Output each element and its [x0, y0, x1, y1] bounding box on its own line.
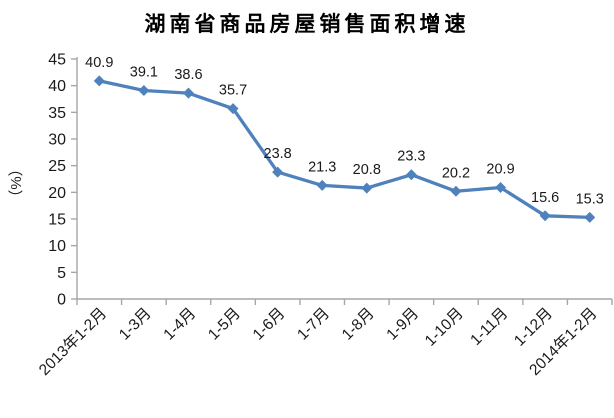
x-tick-label: 1-3月	[116, 305, 155, 344]
x-tick-label: 2013年1-2月	[35, 304, 110, 379]
y-tick-label: 45	[48, 52, 66, 69]
data-point	[227, 103, 239, 115]
y-tick-label: 0	[57, 292, 66, 309]
data-label: 23.8	[264, 146, 292, 162]
data-point	[316, 179, 328, 191]
data-point	[182, 87, 194, 99]
data-label: 39.1	[130, 64, 158, 80]
series-line	[97, 79, 592, 220]
data-point	[138, 84, 150, 96]
x-tick-label: 1-5月	[205, 305, 244, 344]
x-tick-label: 1-7月	[294, 305, 333, 344]
data-label: 15.6	[531, 190, 559, 206]
data-point	[495, 182, 507, 194]
data-label: 20.2	[442, 165, 470, 181]
y-tick-label: 5	[57, 265, 66, 282]
y-tick-label: 30	[48, 132, 66, 149]
x-tick-label: 1-9月	[383, 305, 422, 344]
data-label: 20.9	[486, 162, 514, 178]
data-point	[405, 169, 417, 181]
y-tick-label: 10	[48, 238, 66, 255]
x-tick-label: 1-10月	[422, 305, 467, 350]
x-tick-label: 1-11月	[467, 305, 511, 349]
data-label: 20.8	[353, 162, 381, 178]
y-tick-label: 15	[48, 212, 66, 229]
data-point	[272, 166, 284, 178]
x-tick-label: 1-8月	[339, 305, 378, 344]
y-tick-label: 40	[48, 78, 66, 95]
data-point	[361, 182, 373, 194]
y-tick-label: 35	[48, 105, 66, 122]
data-label: 15.3	[576, 191, 604, 207]
data-point	[93, 75, 105, 87]
data-label: 23.3	[397, 149, 425, 165]
data-point	[450, 185, 462, 197]
data-point	[539, 210, 551, 222]
data-label: 40.9	[85, 55, 113, 71]
y-tick-label: 25	[48, 158, 66, 175]
y-tick-label: 20	[48, 185, 66, 202]
data-point	[584, 211, 596, 223]
data-label: 35.7	[219, 83, 247, 99]
data-label: 38.6	[174, 67, 202, 83]
chart-title: 湖南省商品房屋销售面积增速	[144, 13, 470, 36]
x-tick-label: 1-4月	[160, 305, 199, 344]
data-label: 21.3	[308, 159, 336, 175]
x-tick-label: 1-6月	[250, 305, 289, 344]
